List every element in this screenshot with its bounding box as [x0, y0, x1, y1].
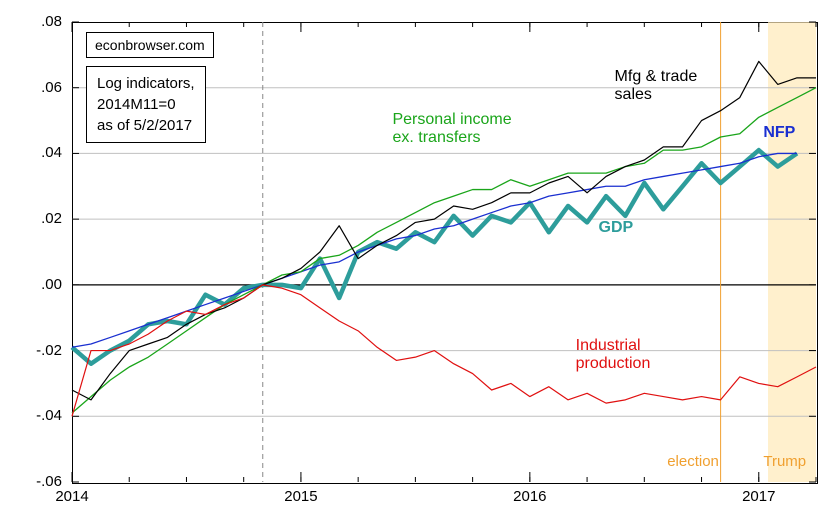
xtick-label: 2014 [47, 488, 97, 505]
series-label-GDP: GDP [599, 219, 634, 237]
xtick-label: 2015 [276, 488, 326, 505]
event-label: Trump [763, 453, 806, 470]
xtick-label: 2017 [734, 488, 784, 505]
ytick-label: .04 [0, 144, 62, 161]
xtick-label: 2016 [505, 488, 555, 505]
ytick-label: .02 [0, 210, 62, 227]
event-label: election [667, 453, 719, 470]
ytick-label: .08 [0, 13, 62, 30]
series-GDP [72, 150, 797, 364]
source-text: econbrowser.com [95, 37, 205, 53]
series-label-PersonalIncome: Personal incomeex. transfers [392, 111, 511, 147]
chart-container: econbrowser.com Log indicators,2014M11=0… [0, 0, 835, 532]
ytick-label: .06 [0, 79, 62, 96]
source-box: econbrowser.com [86, 32, 214, 58]
note-box: Log indicators,2014M11=0as of 5/2/2017 [86, 66, 206, 143]
note-line: 2014M11=0 [97, 94, 195, 115]
series-label-MfgTradeSales: Mfg & tradesales [615, 68, 698, 104]
ytick-label: -.04 [0, 407, 62, 424]
series-label-IndustrialProduction: Industrialproduction [576, 337, 651, 373]
ytick-label: .00 [0, 276, 62, 293]
note-line: Log indicators, [97, 73, 195, 94]
ytick-label: -.02 [0, 342, 62, 359]
series-label-NFP: NFP [763, 124, 795, 142]
note-line: as of 5/2/2017 [97, 115, 195, 136]
